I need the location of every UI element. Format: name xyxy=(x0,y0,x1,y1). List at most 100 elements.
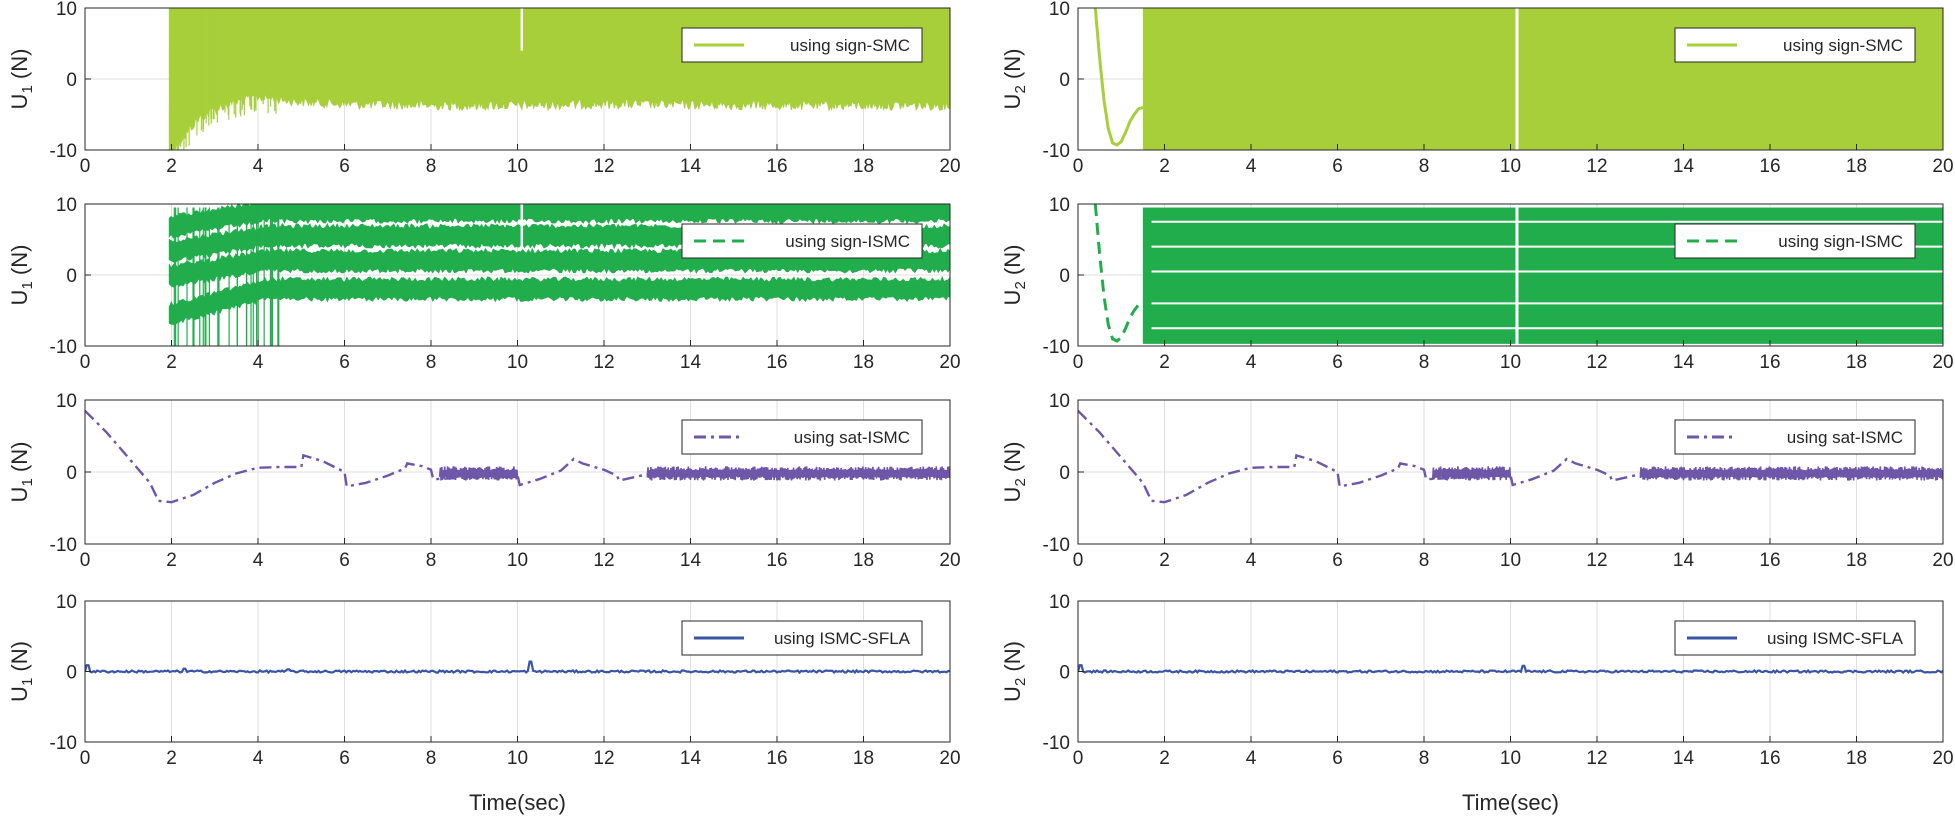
x-tick-label: 12 xyxy=(1586,550,1607,571)
x-tick-label: 16 xyxy=(766,352,787,373)
x-tick-label: 6 xyxy=(339,156,350,177)
y-tick-label: -10 xyxy=(1043,141,1070,162)
signal-transient xyxy=(1093,8,1144,147)
x-tick-label: 4 xyxy=(253,550,264,571)
y-tick-label: 0 xyxy=(1059,70,1070,91)
x-tick-label: 2 xyxy=(1159,352,1170,373)
x-tick-label: 6 xyxy=(1332,748,1343,769)
y-axis-label: U2 (N) xyxy=(1000,49,1029,110)
x-tick-label: 14 xyxy=(680,748,702,769)
x-tick-label: 18 xyxy=(853,550,874,571)
y-axis-label: U2 (N) xyxy=(1000,641,1029,702)
legend-label: using sat-ISMC xyxy=(794,428,910,447)
x-tick-label: 10 xyxy=(1500,352,1521,373)
y-tick-label: -10 xyxy=(1043,337,1070,358)
x-tick-label: 0 xyxy=(1073,550,1084,571)
x-tick-label: 14 xyxy=(1673,748,1695,769)
x-tick-label: 20 xyxy=(1932,156,1953,177)
x-tick-label: 8 xyxy=(1419,156,1430,177)
x-tick-label: 20 xyxy=(939,748,960,769)
x-tick-label: 4 xyxy=(253,156,264,177)
x-tick-label: 16 xyxy=(766,550,787,571)
x-tick-label: 8 xyxy=(426,352,437,373)
y-axis-label: U2 (N) xyxy=(1000,442,1029,503)
x-tick-label: 18 xyxy=(1846,550,1867,571)
y-tick-label: -10 xyxy=(1043,733,1070,754)
signal-chatter xyxy=(1639,466,1943,481)
y-tick-label: 10 xyxy=(1049,195,1070,216)
x-tick-label: 14 xyxy=(680,352,702,373)
x-tick-label: 14 xyxy=(1673,352,1695,373)
y-tick-label: 0 xyxy=(66,266,77,287)
x-tick-label: 0 xyxy=(1073,156,1084,177)
y-axis-label: U2 (N) xyxy=(1000,245,1029,306)
x-tick-label: 2 xyxy=(1159,156,1170,177)
x-tick-label: 20 xyxy=(939,550,960,571)
x-tick-label: 12 xyxy=(1586,156,1607,177)
signal-band xyxy=(168,204,950,239)
x-tick-label: 16 xyxy=(1759,550,1780,571)
y-axis-label: U1 (N) xyxy=(7,245,36,306)
signal-line xyxy=(85,660,950,675)
x-tick-label: 14 xyxy=(1673,550,1695,571)
signal-chatter xyxy=(1431,466,1512,481)
legend-label: using sat-ISMC xyxy=(1787,428,1903,447)
x-tick-label: 12 xyxy=(1586,748,1607,769)
signal-chatter xyxy=(646,466,950,481)
x-tick-label: 20 xyxy=(1932,352,1953,373)
x-tick-label: 12 xyxy=(593,156,614,177)
x-axis-label: Time(sec) xyxy=(469,790,566,815)
x-tick-label: 0 xyxy=(80,748,91,769)
legend-label: using sign-ISMC xyxy=(1778,232,1903,251)
x-tick-label: 18 xyxy=(853,748,874,769)
x-tick-label: 0 xyxy=(80,352,91,373)
x-tick-label: 6 xyxy=(339,352,350,373)
y-axis-label: U1 (N) xyxy=(7,49,36,110)
x-tick-label: 4 xyxy=(1246,352,1257,373)
y-tick-label: -10 xyxy=(50,141,77,162)
x-tick-label: 0 xyxy=(80,550,91,571)
x-tick-label: 12 xyxy=(593,550,614,571)
x-tick-label: 10 xyxy=(507,748,528,769)
legend-label: using ISMC-SFLA xyxy=(774,629,911,648)
legend-label: using sign-SMC xyxy=(790,36,910,55)
x-tick-label: 4 xyxy=(1246,156,1257,177)
x-tick-label: 10 xyxy=(1500,156,1521,177)
x-tick-label: 6 xyxy=(1332,156,1343,177)
x-tick-label: 4 xyxy=(1246,748,1257,769)
x-tick-label: 18 xyxy=(1846,748,1867,769)
y-tick-label: -10 xyxy=(1043,535,1070,556)
x-tick-label: 14 xyxy=(680,550,702,571)
y-tick-label: -10 xyxy=(50,733,77,754)
y-tick-label: 10 xyxy=(1049,0,1070,20)
y-tick-label: 0 xyxy=(66,663,77,684)
x-tick-label: 12 xyxy=(593,352,614,373)
y-tick-label: -10 xyxy=(50,337,77,358)
x-tick-label: 6 xyxy=(339,748,350,769)
x-tick-label: 8 xyxy=(426,550,437,571)
x-tick-label: 20 xyxy=(939,352,960,373)
y-tick-label: 10 xyxy=(1049,592,1070,613)
signal-chatter xyxy=(438,466,519,481)
x-tick-label: 2 xyxy=(1159,748,1170,769)
x-tick-label: 2 xyxy=(166,352,177,373)
x-tick-label: 4 xyxy=(1246,550,1257,571)
series-group xyxy=(85,409,950,504)
y-tick-label: 0 xyxy=(1059,463,1070,484)
x-tick-label: 2 xyxy=(1159,550,1170,571)
x-tick-label: 18 xyxy=(1846,156,1867,177)
x-tick-label: 6 xyxy=(339,550,350,571)
legend-label: using ISMC-SFLA xyxy=(1767,629,1904,648)
signal-band xyxy=(168,275,950,326)
x-tick-label: 10 xyxy=(507,156,528,177)
x-tick-label: 6 xyxy=(1332,352,1343,373)
series-group xyxy=(1078,664,1943,675)
y-axis-label: U1 (N) xyxy=(7,641,36,702)
x-tick-label: 18 xyxy=(853,352,874,373)
